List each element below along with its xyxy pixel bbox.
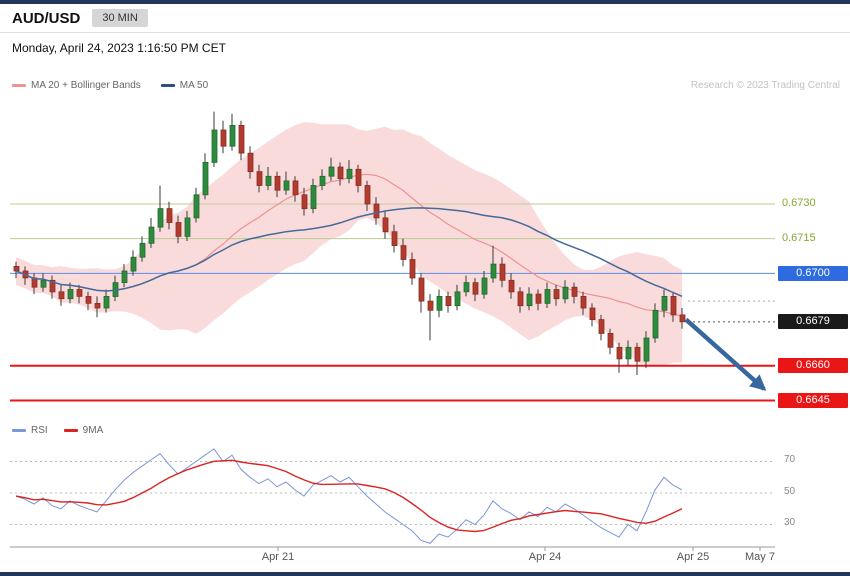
- rsi-scale-30: 30: [784, 517, 796, 528]
- rsi-legend: RSI 9MA: [12, 425, 103, 436]
- legend-9ma-item: 9MA: [63, 425, 104, 436]
- bottom-border: [0, 572, 850, 576]
- rsi-swatch-icon: [12, 429, 26, 432]
- legend-rsi-label: RSI: [31, 425, 48, 436]
- timeframe-badge[interactable]: 30 MIN: [92, 9, 148, 27]
- rsi-scale-70: 70: [784, 454, 796, 465]
- top-border: [0, 0, 850, 4]
- header: AUD/USD 30 MIN: [0, 4, 850, 33]
- main-chart-legend: MA 20 + Bollinger Bands MA 50: [12, 80, 208, 91]
- ma50-swatch-icon: [160, 84, 175, 87]
- legend-ma20-bollinger-label: MA 20 + Bollinger Bands: [31, 80, 141, 91]
- research-credit: Research © 2023 Trading Central: [690, 80, 840, 91]
- rsi-scale-50: 50: [784, 486, 796, 497]
- legend-ma50: MA 50: [160, 80, 209, 91]
- symbol-title: AUD/USD: [12, 9, 81, 27]
- legend-9ma-label: 9MA: [82, 425, 104, 436]
- legend-rsi-item: RSI: [12, 425, 48, 436]
- chart-datetime: Monday, April 24, 2023 1:16:50 PM CET: [12, 41, 226, 55]
- ma20-bollinger-swatch-icon: [12, 84, 26, 87]
- legend-ma20-bollinger: MA 20 + Bollinger Bands: [12, 80, 141, 91]
- legend-ma50-label: MA 50: [179, 80, 209, 91]
- nine-ma-swatch-icon: [63, 429, 78, 432]
